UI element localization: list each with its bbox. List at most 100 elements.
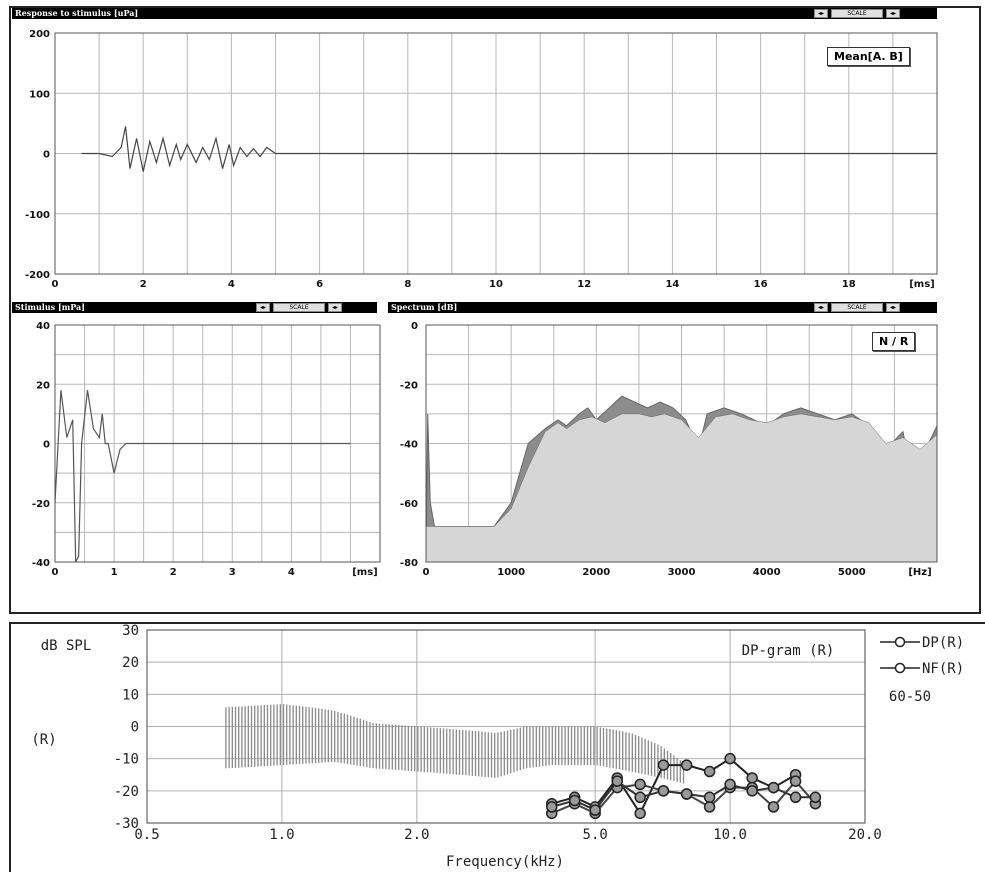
spectrum-prev-button[interactable]: ◂▸	[814, 303, 828, 312]
spectrum-y-tick-label: -60	[400, 499, 418, 510]
stimulus-prev-button[interactable]: ◂▸	[256, 303, 270, 312]
dpgram-series-nf-point	[703, 801, 716, 813]
response-x-tick-label: 14	[665, 279, 679, 290]
dpgram-series-dp-point	[680, 759, 693, 771]
dpgram-series-dp-point	[746, 772, 758, 784]
response-x-tick-label: 2	[140, 279, 147, 290]
response-x-tick-label: 12	[577, 279, 591, 290]
dpgram-series-extra-point	[703, 791, 716, 804]
response-next-button[interactable]: ◂▸	[886, 9, 900, 18]
spectrum-y-tick-label: -40	[400, 440, 418, 451]
dpgram-ear-label: (R)	[31, 732, 56, 748]
dpgram-series-dp-point	[634, 807, 646, 820]
stimulus-scale-button[interactable]: SCALE	[273, 303, 325, 312]
spectrum-y-tick-label: 0	[411, 321, 418, 332]
dpgram-y-tick-label: -30	[114, 816, 139, 832]
dpgram-plot-border	[146, 629, 866, 824]
dpgram-x-tick-label: 2.0	[404, 827, 429, 843]
dpgram-legend-dp-marker	[894, 636, 906, 648]
dpgram-series-nf-point	[634, 778, 646, 791]
stimulus-x-tick-label: 0	[52, 567, 59, 578]
stimulus-y-tick-label: -40	[32, 558, 50, 569]
stimulus-titlebar-buttons: ◂▸ SCALE ◂▸	[256, 303, 342, 312]
spectrum-plot-border	[425, 324, 938, 563]
dpgram-series-extra-point	[789, 791, 802, 804]
dpgram-series-nf-point	[767, 801, 780, 813]
dpgram-legend-nf-marker	[894, 662, 906, 674]
stimulus-next-button[interactable]: ◂▸	[328, 303, 342, 312]
response-y-tick-label: 0	[43, 150, 50, 161]
stimulus-y-tick-label: 40	[36, 321, 50, 332]
response-waveform	[81, 126, 937, 172]
spectrum-x-tick-label: 0	[423, 567, 430, 578]
dpgram-xlabel: Frequency(kHz)	[446, 854, 564, 870]
response-x-tick-label: 18	[842, 279, 856, 290]
response-y-tick-label: 200	[29, 29, 50, 40]
dpgram-series-extra-point	[545, 801, 558, 813]
response-x-tick-label: 16	[754, 279, 768, 290]
response-y-tick-label: -200	[25, 270, 50, 281]
stimulus-plot-border	[54, 324, 381, 563]
dpgram-x-tick-label: 0.5	[134, 827, 159, 843]
dpgram-series-extra-point	[634, 791, 646, 804]
response-legend-label: Mean[A. B]	[834, 50, 903, 63]
response-x-tick-label: 4	[228, 279, 235, 290]
spectrum-x-tick-label: 4000	[753, 567, 781, 578]
stimulus-x-tick-label: 3	[229, 567, 236, 578]
spectrum-y-tick-label: -20	[400, 380, 418, 391]
stimulus-titlebar: Stimulus [mPa]	[12, 302, 377, 313]
dpgram-note: 60-50	[889, 689, 931, 705]
response-prev-button[interactable]: ◂▸	[814, 9, 828, 18]
response-scale-button[interactable]: SCALE	[831, 9, 883, 18]
spectrum-title: Spectrum [dB]	[391, 302, 458, 312]
spectrum-x-tick-label: 1000	[497, 567, 525, 578]
dpgram-legend-dp-label: DP(R)	[922, 635, 964, 651]
stimulus-y-tick-label: 0	[43, 440, 50, 451]
spectrum-y-tick-label: -80	[400, 558, 418, 569]
dpgram-series-dp-point	[703, 765, 716, 778]
spectrum-x-tick-label: 3000	[668, 567, 696, 578]
dpgram-y-tick-label: 20	[122, 655, 139, 671]
response-titlebar: Response to stimulus [uPa]	[12, 8, 937, 19]
stimulus-y-tick-label: -20	[32, 499, 50, 510]
stimulus-x-tick-label: 1	[111, 567, 118, 578]
dpgram-y-tick-label: 0	[131, 720, 139, 736]
spectrum-legend: N / R	[872, 332, 916, 351]
dpgram-y-tick-label: -10	[114, 752, 139, 768]
spectrum-scale-button[interactable]: SCALE	[831, 303, 883, 312]
stimulus-x-tick-label: 4	[288, 567, 295, 578]
response-x-unit-label: [ms]	[909, 279, 935, 290]
spectrum-titlebar: Spectrum [dB]	[388, 302, 937, 313]
stimulus-x-unit-label: [ms]	[352, 567, 378, 578]
spectrum-legend-label: N / R	[879, 335, 909, 348]
spectrum-noise-area	[425, 413, 938, 563]
response-x-tick-label: 6	[316, 279, 323, 290]
dpgram-frame	[9, 622, 985, 872]
dpgram-series-extra-point	[767, 781, 780, 794]
response-y-tick-label: -100	[25, 210, 50, 221]
response-legend: Mean[A. B]	[827, 47, 910, 66]
dpgram-x-tick-label: 1.0	[269, 827, 294, 843]
stimulus-waveform	[54, 390, 351, 563]
dpgram-y-tick-label: 10	[122, 687, 139, 703]
dpgram-series-dp-point	[657, 759, 670, 771]
response-x-tick-label: 10	[489, 279, 503, 290]
dpgram-x-tick-label: 10.0	[713, 827, 747, 843]
spectrum-next-button[interactable]: ◂▸	[886, 303, 900, 312]
dpgram-series-extra-point	[680, 788, 693, 800]
stimulus-y-tick-label: 20	[36, 380, 50, 391]
response-title: Response to stimulus [uPa]	[15, 8, 139, 18]
dpgram-series-extra-point	[809, 791, 822, 804]
response-y-tick-label: 100	[29, 89, 50, 100]
dpgram-ylabel: dB SPL	[41, 638, 92, 654]
response-titlebar-buttons: ◂▸ SCALE ◂▸	[814, 9, 900, 18]
dpgram-series-extra-point	[724, 778, 736, 791]
response-x-tick-label: 8	[404, 279, 411, 290]
dpgram-series-extra-point	[611, 775, 623, 787]
spectrum-titlebar-buttons: ◂▸ SCALE ◂▸	[814, 303, 900, 312]
dpgram-y-tick-label: 30	[122, 623, 139, 639]
dpgram-x-tick-label: 20.0	[848, 827, 882, 843]
dpgram-y-tick-label: -20	[114, 784, 139, 800]
spectrum-x-tick-label: 5000	[838, 567, 866, 578]
